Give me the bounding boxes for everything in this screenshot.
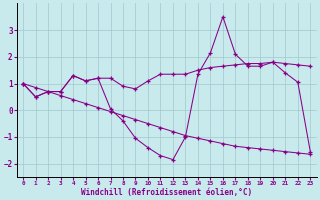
X-axis label: Windchill (Refroidissement éolien,°C): Windchill (Refroidissement éolien,°C) (81, 188, 252, 197)
